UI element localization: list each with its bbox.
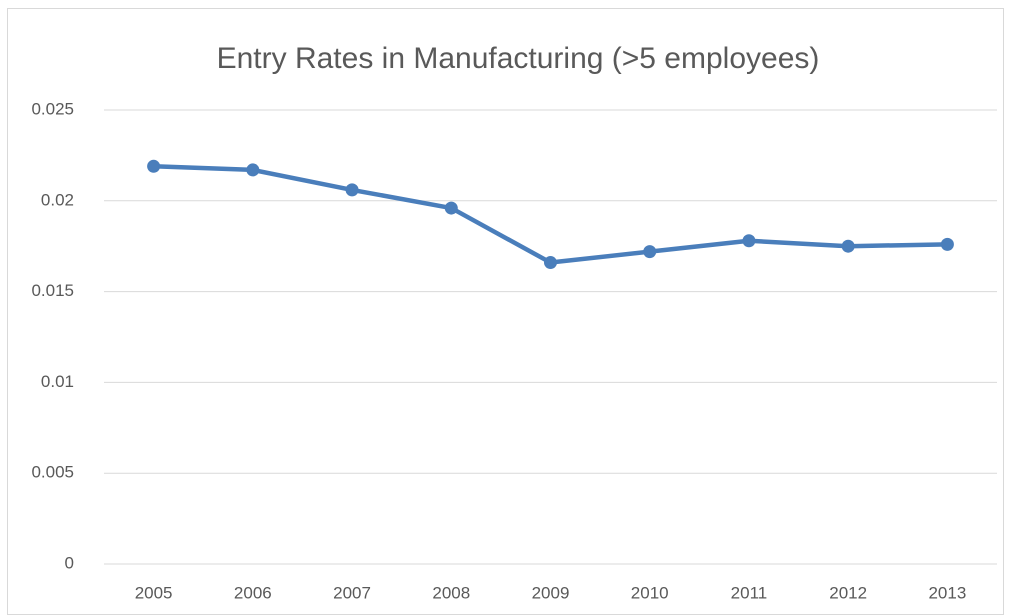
data-point [742, 234, 756, 248]
data-point [345, 183, 359, 197]
x-tick-label: 2011 [731, 583, 768, 602]
y-tick-label: 0.01 [41, 372, 74, 391]
data-point [544, 256, 557, 270]
data-point [841, 239, 855, 253]
chart-title: Entry Rates in Manufacturing (>5 employe… [217, 42, 820, 75]
chart-frame [7, 8, 1004, 615]
x-tick-label: 2013 [928, 583, 966, 602]
x-tick-label: 2007 [333, 583, 371, 602]
y-tick-label: 0.005 [31, 463, 74, 482]
x-tick-label: 2005 [135, 583, 173, 602]
y-tick-label: 0 [65, 553, 74, 572]
y-tick-label: 0.02 [41, 190, 74, 209]
data-point [147, 159, 161, 173]
data-point [444, 201, 458, 215]
x-tick-label: 2012 [829, 583, 867, 602]
y-tick-label: 0.015 [31, 281, 74, 300]
x-tick-label: 2010 [631, 583, 669, 602]
data-point [940, 237, 954, 251]
x-tick-label: 2006 [234, 583, 272, 602]
x-tick-label: 2008 [432, 583, 470, 602]
data-point [246, 163, 260, 177]
x-tick-label: 2009 [532, 583, 570, 602]
data-point [643, 245, 657, 259]
y-tick-label: 0.025 [31, 99, 74, 118]
